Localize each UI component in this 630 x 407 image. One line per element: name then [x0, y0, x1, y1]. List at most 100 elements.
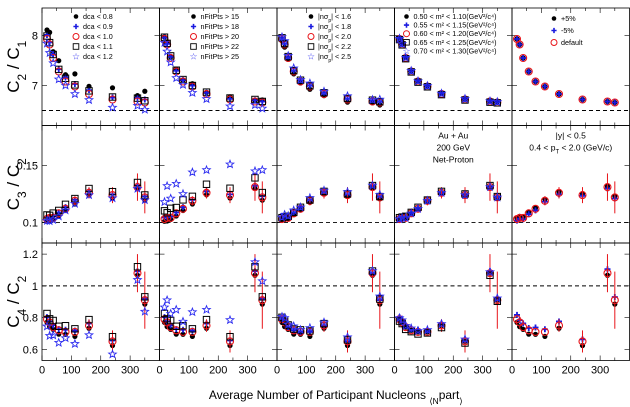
data-point: [484, 95, 496, 106]
text-part: | < 2.0: [331, 32, 351, 41]
data-point: [610, 98, 619, 107]
data-point: [397, 38, 408, 49]
x-tick-label: 0: [39, 365, 45, 377]
data-point: [172, 203, 180, 212]
data-point: [69, 198, 80, 208]
data-point: [49, 316, 57, 325]
data-point: [283, 210, 294, 221]
data-point: [343, 336, 352, 344]
data-point: [85, 315, 93, 324]
data-point: [414, 78, 422, 86]
data-point: [172, 209, 181, 218]
x-tick-label: 300: [591, 365, 609, 377]
legend-marker: [190, 33, 197, 40]
data-point: [162, 46, 173, 56]
data-point: [304, 322, 315, 333]
data-point: [374, 94, 385, 104]
data-point: [461, 96, 469, 104]
legend-label: dca < 1.1: [83, 42, 113, 51]
data-point: [141, 293, 149, 301]
data-point: [109, 85, 116, 91]
data-point: [62, 326, 69, 333]
legend-label: |nσp| < 1.8: [318, 22, 351, 34]
data-point: [141, 97, 149, 105]
data-point: [61, 322, 70, 330]
data-point: [519, 53, 528, 63]
data-point: [187, 167, 198, 177]
data-point: [71, 81, 79, 89]
annotation-text: 0.4 < pT < 2.0 (GeV/c): [529, 143, 612, 156]
data-point: [484, 181, 496, 192]
data-point: [343, 94, 352, 103]
panel-frame: [159, 125, 278, 244]
data-point: [611, 99, 618, 106]
legend-marker: [404, 14, 409, 19]
data-point: [139, 194, 150, 205]
data-point: [532, 324, 539, 331]
data-point: [414, 330, 422, 338]
y-tick-label: 0.8: [23, 313, 38, 325]
data-point: [108, 93, 117, 101]
panel: [276, 125, 395, 244]
data-point: [394, 33, 405, 43]
text-part: Au + Au: [438, 131, 468, 141]
data-point: [556, 91, 562, 97]
x-tick-label: 100: [62, 365, 80, 377]
data-point: [397, 314, 408, 325]
legend-label: default: [561, 38, 583, 47]
data-point: [554, 188, 564, 197]
data-point: [258, 293, 267, 301]
data-point: [44, 215, 55, 226]
data-point: [320, 89, 328, 97]
x-tick-label: 200: [92, 365, 110, 377]
data-point: [367, 94, 378, 105]
data-point: [406, 208, 417, 218]
data-point: [83, 329, 95, 340]
data-point: [288, 62, 299, 73]
data-point: [395, 317, 404, 325]
legend-marker: ☆: [72, 52, 80, 62]
text-part: p: [328, 28, 331, 34]
text-part: T: [555, 150, 559, 156]
data-point: [43, 309, 51, 318]
data-point: [422, 80, 433, 91]
data-point: [524, 67, 533, 76]
data-point: [171, 178, 182, 188]
data-point: [306, 82, 314, 90]
text-part: |y| < 0.5: [556, 131, 586, 141]
data-point: [201, 304, 212, 314]
data-point: [604, 98, 611, 105]
data-point: [525, 211, 532, 218]
data-point: [141, 191, 149, 199]
x-tick-label: 0: [509, 365, 515, 377]
data-point: [540, 327, 549, 336]
legend-marker: [72, 33, 80, 40]
data-point: [173, 67, 180, 74]
data-point: [461, 339, 469, 347]
data-point: [108, 332, 117, 341]
data-point: [306, 327, 314, 335]
data-point: [107, 349, 118, 359]
data-point: [288, 205, 299, 215]
data-point: [258, 188, 267, 197]
data-point: [603, 269, 612, 278]
data-point: [48, 57, 59, 68]
data-point: [578, 191, 587, 200]
data-point: [295, 202, 306, 212]
data-point: [179, 196, 187, 204]
x-tick-label: 0: [156, 365, 162, 377]
x-tick-label: 300: [356, 365, 374, 377]
data-point: [436, 187, 447, 198]
data-point: [132, 100, 143, 110]
text-part: |nσ: [318, 52, 329, 61]
x-axis-label: Average Number of Participant Nucleons ⟨…: [209, 388, 463, 406]
data-point: [515, 213, 524, 222]
data-point: [159, 37, 170, 48]
annotation-text: 200 GeV: [436, 143, 470, 153]
data-point: [202, 180, 211, 188]
data-point: [531, 327, 540, 336]
data-point: [515, 40, 524, 49]
data-point: [201, 93, 212, 104]
data-point: [257, 275, 268, 286]
data-point: [60, 80, 71, 90]
